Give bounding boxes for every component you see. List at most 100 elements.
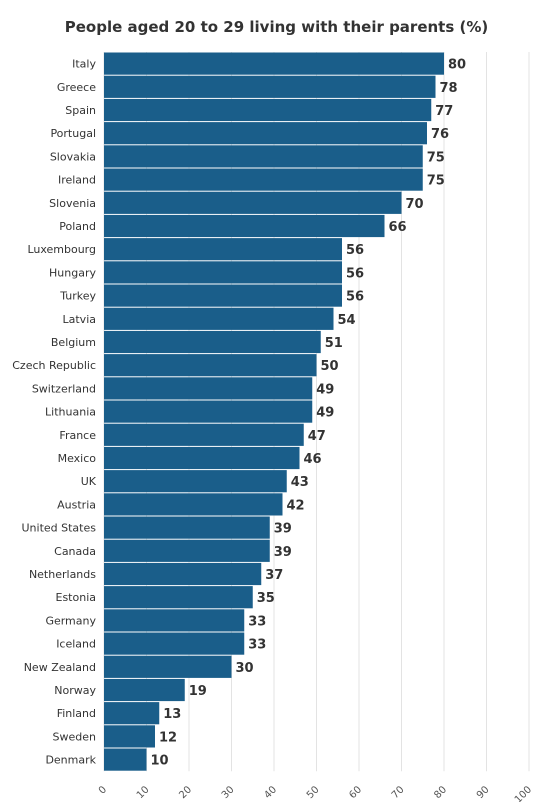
bar <box>104 562 262 586</box>
data-label: 42 <box>287 498 305 513</box>
category-label: France <box>59 429 96 442</box>
category-label: Germany <box>45 614 96 627</box>
bar <box>104 470 287 493</box>
bar <box>104 52 444 75</box>
category-label: Lithuania <box>45 406 96 419</box>
data-label: 10 <box>151 754 169 769</box>
bar <box>104 516 270 539</box>
category-label: Denmark <box>45 754 96 767</box>
data-label: 75 <box>427 174 445 189</box>
category-label: Netherlands <box>29 568 96 581</box>
bar <box>104 632 245 655</box>
data-label: 37 <box>265 568 283 583</box>
data-label: 76 <box>431 127 449 142</box>
data-label: 33 <box>248 638 266 653</box>
data-label: 56 <box>346 266 364 281</box>
x-axis-ticks: 0 10 20 30 40 50 60 70 80 90 100 <box>97 784 534 802</box>
data-label: 54 <box>338 313 356 328</box>
tick-label: 90 <box>475 784 492 801</box>
data-label: 51 <box>325 336 343 351</box>
category-label: Finland <box>57 707 96 720</box>
category-label: Canada <box>54 545 96 558</box>
data-label: 47 <box>308 429 326 444</box>
category-label: Czech Republic <box>12 359 96 372</box>
data-label: 33 <box>248 614 266 629</box>
category-label: Poland <box>59 220 96 233</box>
tick-label: 10 <box>135 784 152 801</box>
data-label: 80 <box>448 58 466 73</box>
category-label: Estonia <box>56 591 97 604</box>
data-label: 78 <box>440 81 458 96</box>
tick-label: 80 <box>432 784 449 801</box>
category-label: Iceland <box>56 638 96 651</box>
category-label: Austria <box>57 498 96 511</box>
tick-label: 60 <box>347 784 364 801</box>
data-label: 66 <box>389 220 407 235</box>
data-label: 43 <box>291 475 309 490</box>
category-label: Belgium <box>51 336 96 349</box>
data-label: 39 <box>274 545 292 560</box>
category-label: Spain <box>65 104 96 117</box>
category-label: Mexico <box>58 452 97 465</box>
data-label: 49 <box>316 406 334 421</box>
category-label: Portugal <box>50 127 96 140</box>
bar <box>104 307 334 330</box>
data-label: 12 <box>159 730 177 745</box>
bar <box>104 400 313 423</box>
tick-label: 30 <box>220 784 237 801</box>
category-label: Sweden <box>53 730 96 743</box>
bar <box>104 330 321 354</box>
bar <box>104 493 283 516</box>
category-label: United States <box>22 522 97 535</box>
tick-label: 100 <box>513 784 534 802</box>
bar <box>104 168 423 191</box>
bar <box>104 377 313 400</box>
bar <box>104 748 147 771</box>
category-label: Latvia <box>63 313 97 326</box>
chart-title: People aged 20 to 29 living with their p… <box>64 18 489 36</box>
data-label: 50 <box>321 359 339 374</box>
data-label: 75 <box>427 150 445 165</box>
bar <box>104 261 342 284</box>
data-label: 46 <box>304 452 322 467</box>
category-label: Greece <box>57 81 96 94</box>
category-label: Norway <box>54 684 96 697</box>
category-label: Hungary <box>49 266 96 279</box>
category-labels: Italy Greece Spain Portugal Slovakia Ireland S… <box>12 58 97 767</box>
data-label: 39 <box>274 522 292 537</box>
bar <box>104 702 160 725</box>
category-label: UK <box>81 475 97 488</box>
data-label: 70 <box>406 197 424 212</box>
tick-label: 50 <box>305 784 322 801</box>
bar <box>104 122 427 145</box>
bar <box>104 75 436 98</box>
category-label: Italy <box>72 58 96 71</box>
data-label: 13 <box>163 707 181 722</box>
bar <box>104 446 300 470</box>
category-label: Slovakia <box>50 150 96 163</box>
tick-label: 20 <box>177 784 194 801</box>
bar <box>104 678 185 702</box>
data-label: 56 <box>346 243 364 258</box>
tick-label: 0 <box>97 784 109 796</box>
data-label: 30 <box>236 661 254 676</box>
category-label: New Zealand <box>24 661 96 674</box>
tick-label: 40 <box>262 784 279 801</box>
category-label: Slovenia <box>49 197 96 210</box>
bar-layer <box>104 52 444 771</box>
bar <box>104 725 155 748</box>
bar <box>104 354 317 377</box>
data-label: 19 <box>189 684 207 699</box>
bar <box>104 539 270 562</box>
data-label: 77 <box>435 104 453 119</box>
value-labels: 8078777675757066565656545150494947464342… <box>151 58 467 769</box>
bar <box>104 98 432 122</box>
bar <box>104 191 402 214</box>
bar <box>104 655 232 678</box>
category-label: Switzerland <box>32 382 96 395</box>
bar <box>104 238 342 261</box>
bar <box>104 586 253 609</box>
category-label: Turkey <box>59 290 96 303</box>
bar <box>104 214 385 238</box>
